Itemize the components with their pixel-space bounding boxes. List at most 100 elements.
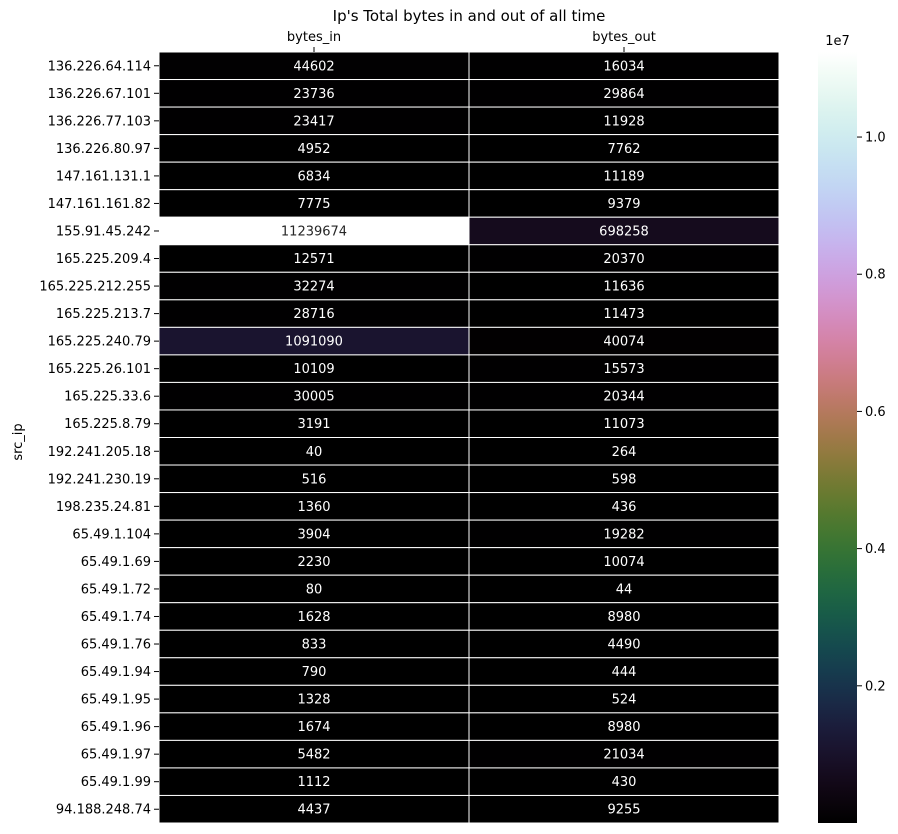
cell-value-label: 23736	[293, 87, 334, 102]
heatmap-cell	[158, 739, 470, 769]
heatmap-cell	[158, 409, 470, 439]
heatmap-cell	[158, 574, 470, 604]
heatmap-cell	[468, 602, 780, 631]
row-label: 136.226.80.97	[56, 142, 151, 157]
cell-value-label: 29864	[603, 87, 644, 102]
heatmap-cell	[468, 794, 780, 824]
cell-value-label: 19282	[603, 527, 644, 542]
row-label: 198.235.24.81	[56, 500, 151, 515]
row-label: 136.226.77.103	[48, 114, 151, 129]
row-label: 165.225.212.255	[39, 280, 151, 295]
heatmap-cell	[158, 464, 470, 494]
heatmap-cell	[158, 712, 470, 741]
row-labels: 136.226.64.114 136.226.67.101 136.226.77.1…	[39, 59, 159, 818]
heatmap-cell	[468, 767, 780, 796]
colorbar-offset-label: 1e7	[825, 34, 850, 49]
heatmap-cells: 44602 16034 23736 29864 23417 11928 4952 7762 68…	[158, 51, 780, 824]
heatmap-cell	[468, 739, 780, 769]
colorbar-tick-label: 0.6	[865, 405, 886, 420]
cell-value-label: 5482	[297, 748, 330, 763]
cell-value-label: 15573	[603, 362, 644, 377]
heatmap-cell	[468, 437, 780, 466]
cell-value-label: 9379	[607, 197, 640, 212]
cell-value-label: 2230	[297, 555, 330, 570]
row-label: 65.49.1.99	[81, 775, 151, 790]
row-label: 192.241.205.18	[48, 445, 151, 460]
cell-value-label: 1112	[297, 775, 330, 790]
heatmap-cell	[468, 381, 780, 411]
heatmap-cell	[468, 134, 780, 163]
heatmap-cell	[468, 51, 780, 81]
cell-value-label: 436	[612, 500, 637, 515]
cell-value-label: 6834	[297, 169, 330, 184]
cell-value-label: 40	[306, 445, 323, 460]
cell-value-label: 524	[612, 693, 637, 708]
cell-value-label: 44602	[293, 59, 334, 74]
colorbar: 0.2 0.4 0.6 0.8 1.0 1e7	[818, 34, 886, 823]
cell-value-label: 264	[612, 445, 637, 460]
row-label: 65.49.1.104	[72, 527, 151, 542]
cell-value-label: 8980	[607, 610, 640, 625]
cell-value-label: 598	[612, 472, 637, 487]
cell-value-label: 11928	[603, 114, 644, 129]
cell-value-label: 698258	[599, 224, 649, 239]
row-label: 65.49.1.74	[81, 610, 151, 625]
heatmap-cell	[158, 354, 470, 383]
cell-value-label: 1674	[297, 720, 330, 735]
heatmap-cell	[158, 381, 470, 411]
column-label: bytes_in	[287, 30, 341, 45]
cell-value-label: 44	[616, 582, 633, 597]
heatmap-cell	[468, 657, 780, 686]
heatmap-cell	[468, 161, 780, 191]
cell-value-label: 516	[302, 472, 327, 487]
row-label: 65.49.1.94	[81, 665, 151, 680]
cell-value-label: 23417	[293, 114, 334, 129]
row-label: 65.49.1.97	[81, 748, 151, 763]
row-label: 136.226.64.114	[48, 59, 151, 74]
cell-value-label: 430	[612, 775, 637, 790]
heatmap-cell	[468, 574, 780, 604]
heatmap-cell	[468, 409, 780, 439]
row-label: 65.49.1.76	[81, 638, 151, 653]
heatmap-cell	[468, 244, 780, 273]
chart-title: Ip's Total bytes in and out of all time	[333, 7, 606, 25]
colorbar-tick-label: 1.0	[865, 131, 886, 146]
row-label: 94.188.248.74	[56, 803, 151, 818]
heatmap-cell	[468, 271, 780, 301]
cell-value-label: 20370	[603, 252, 644, 267]
row-label: 165.225.213.7	[56, 307, 151, 322]
heatmap-cell	[468, 79, 780, 108]
row-label: 155.91.45.242	[56, 224, 151, 239]
cell-value-label: 21034	[603, 748, 644, 763]
heatmap-cell	[468, 216, 780, 246]
y-axis-label: src_ip	[11, 423, 26, 460]
heatmap-cell	[158, 326, 470, 356]
cell-value-label: 16034	[603, 59, 644, 74]
cell-value-label: 444	[612, 665, 637, 680]
cell-value-label: 8980	[607, 720, 640, 735]
cell-value-label: 80	[306, 582, 323, 597]
row-label: 165.225.26.101	[48, 362, 151, 377]
row-label: 147.161.161.82	[48, 197, 151, 212]
row-label: 65.49.1.95	[81, 693, 151, 708]
cell-value-label: 3904	[297, 527, 330, 542]
heatmap-cell	[158, 657, 470, 686]
cell-value-label: 4490	[607, 638, 640, 653]
cell-value-label: 833	[302, 638, 327, 653]
colorbar-tick-label: 0.4	[865, 542, 886, 557]
cell-value-label: 11239674	[281, 224, 347, 239]
cell-value-label: 12571	[293, 252, 334, 267]
row-label: 165.225.240.79	[48, 335, 151, 350]
heatmap-cell	[158, 299, 470, 328]
cell-value-label: 11473	[603, 307, 644, 322]
heatmap-cell	[158, 79, 470, 108]
row-label: 136.226.67.101	[48, 87, 151, 102]
heatmap-cell	[468, 354, 780, 383]
heatmap-cell	[468, 519, 780, 549]
heatmap-cell	[468, 629, 780, 659]
row-label: 65.49.1.69	[81, 555, 151, 570]
cell-value-label: 11636	[603, 280, 644, 295]
cell-value-label: 1328	[297, 693, 330, 708]
colorbar-tick-label: 0.8	[865, 268, 886, 283]
